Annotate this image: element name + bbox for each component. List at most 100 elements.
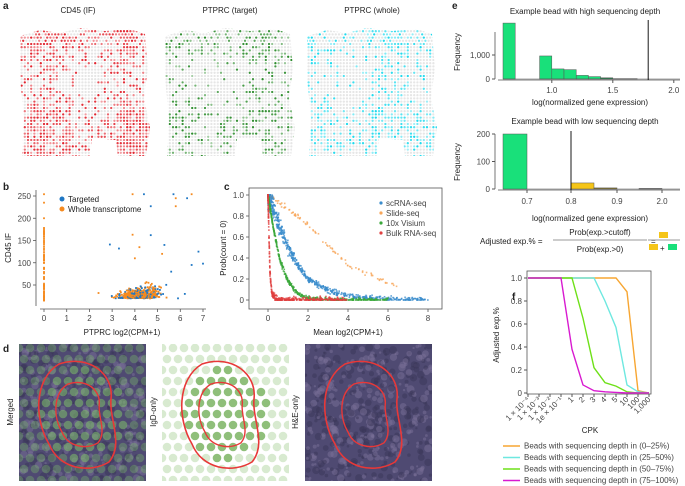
background-spot <box>329 87 333 90</box>
expression-spot <box>140 39 143 42</box>
expression-spot <box>400 30 403 33</box>
background-spot <box>58 46 62 49</box>
expression-spot <box>116 145 119 148</box>
background-spot <box>277 129 280 132</box>
background-spot <box>113 110 116 113</box>
expression-spot <box>361 71 365 74</box>
background-spot <box>165 122 168 126</box>
background-spot <box>342 87 345 90</box>
expression-spot <box>110 58 113 62</box>
background-spot <box>339 106 342 110</box>
expression-spot <box>84 122 87 126</box>
background-spot <box>223 154 226 156</box>
expression-spot <box>33 94 36 97</box>
background-spot <box>216 71 219 74</box>
background-spot <box>293 100 295 103</box>
expression-spot <box>277 49 280 52</box>
background-spot <box>33 122 36 126</box>
background-spot <box>235 110 239 113</box>
expression-spot <box>146 33 150 36</box>
background-spot <box>229 129 232 132</box>
expression-spot <box>168 122 171 126</box>
background-spot <box>251 52 255 55</box>
expression-spot <box>237 33 240 36</box>
background-spot <box>416 78 419 81</box>
background-spot <box>203 78 207 81</box>
expression-spot <box>384 142 387 145</box>
background-spot <box>55 129 58 132</box>
expression-spot <box>414 28 417 30</box>
background-spot <box>323 119 326 122</box>
background-spot <box>384 62 387 65</box>
background-spot <box>365 138 368 142</box>
background-spot <box>432 97 435 100</box>
background-spot <box>36 71 39 74</box>
expression-spot <box>277 58 280 62</box>
expression-spot <box>74 154 78 156</box>
background-spot <box>381 46 384 49</box>
expression-spot <box>138 110 142 113</box>
background-spot <box>210 97 213 100</box>
background-spot <box>97 148 100 151</box>
expression-spot <box>264 49 267 52</box>
background-spot <box>197 103 200 106</box>
background-spot <box>313 58 317 62</box>
background-spot <box>422 52 425 55</box>
background-spot <box>84 87 87 90</box>
background-spot <box>178 106 181 110</box>
expression-spot <box>34 33 38 36</box>
background-spot <box>365 74 368 78</box>
background-spot <box>377 65 381 68</box>
background-spot <box>148 148 150 151</box>
background-spot <box>90 58 94 62</box>
background-spot <box>100 30 103 33</box>
expression-spot <box>393 138 397 142</box>
expression-spot <box>205 39 208 42</box>
background-spot <box>81 113 84 116</box>
background-spot <box>342 106 345 110</box>
expression-spot <box>78 46 81 49</box>
expression-spot <box>377 90 381 94</box>
expression-spot <box>42 154 46 156</box>
expression-spot <box>58 119 62 122</box>
background-spot <box>425 46 429 49</box>
background-spot <box>87 68 90 71</box>
background-spot <box>377 100 381 103</box>
background-spot <box>134 33 137 36</box>
expression-spot <box>393 30 397 33</box>
expression-spot <box>323 30 326 33</box>
background-spot <box>365 100 368 103</box>
background-spot <box>197 100 200 103</box>
background-spot <box>97 145 100 148</box>
background-spot <box>197 46 200 49</box>
background-spot <box>368 62 371 65</box>
background-spot <box>283 116 287 119</box>
background-spot <box>339 119 342 122</box>
background-spot <box>129 87 132 90</box>
background-spot <box>207 49 210 52</box>
background-spot <box>126 84 129 87</box>
expression-spot <box>390 71 393 74</box>
background-spot <box>397 138 400 142</box>
background-spot <box>287 154 290 156</box>
background-spot <box>352 78 355 81</box>
background-spot <box>425 87 429 90</box>
expression-spot <box>264 138 267 142</box>
background-spot <box>81 148 84 151</box>
background-spot <box>248 103 251 106</box>
expression-spot <box>90 151 94 154</box>
expression-spot <box>429 132 432 135</box>
background-spot <box>387 78 390 81</box>
background-spot <box>239 126 242 129</box>
background-spot <box>272 39 275 42</box>
background-spot <box>145 87 148 90</box>
expression-spot <box>283 62 287 65</box>
background-spot <box>403 74 406 78</box>
background-spot <box>203 97 207 100</box>
background-spot <box>122 55 126 58</box>
expression-spot <box>171 135 175 138</box>
expression-spot <box>119 58 122 62</box>
background-spot <box>413 103 416 106</box>
expression-spot <box>135 113 138 116</box>
background-spot <box>323 42 326 46</box>
